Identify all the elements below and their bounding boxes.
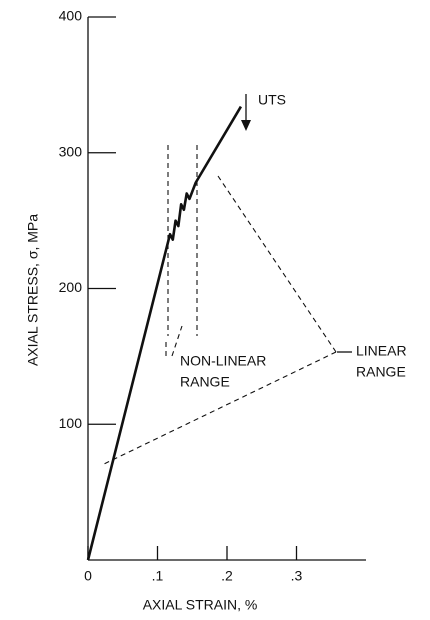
y-axis-label: AXIAL STRESS, σ, MPa (25, 214, 41, 366)
y-tick-label: 400 (59, 8, 83, 24)
y-tick-label: 300 (59, 143, 83, 159)
y-tick-label: 200 (59, 279, 83, 295)
x-axis-label: AXIAL STRAIN, % (143, 597, 258, 613)
curve (86, 105, 243, 561)
leader (103, 351, 337, 465)
y-tick-label: 100 (59, 415, 83, 431)
arrow-head (241, 120, 251, 131)
x-tick-label: 0 (84, 568, 92, 584)
annotation: LINEAR (356, 343, 407, 359)
leader (171, 325, 183, 357)
annotation: RANGE (356, 364, 406, 380)
annotation: UTS (258, 92, 286, 108)
x-tick-label: .2 (221, 568, 233, 584)
annotation: RANGE (180, 374, 230, 390)
x-tick-label: .1 (152, 568, 164, 584)
annotation: NON-LINEAR (180, 353, 266, 369)
leader (217, 175, 337, 353)
x-tick-label: .3 (291, 568, 303, 584)
